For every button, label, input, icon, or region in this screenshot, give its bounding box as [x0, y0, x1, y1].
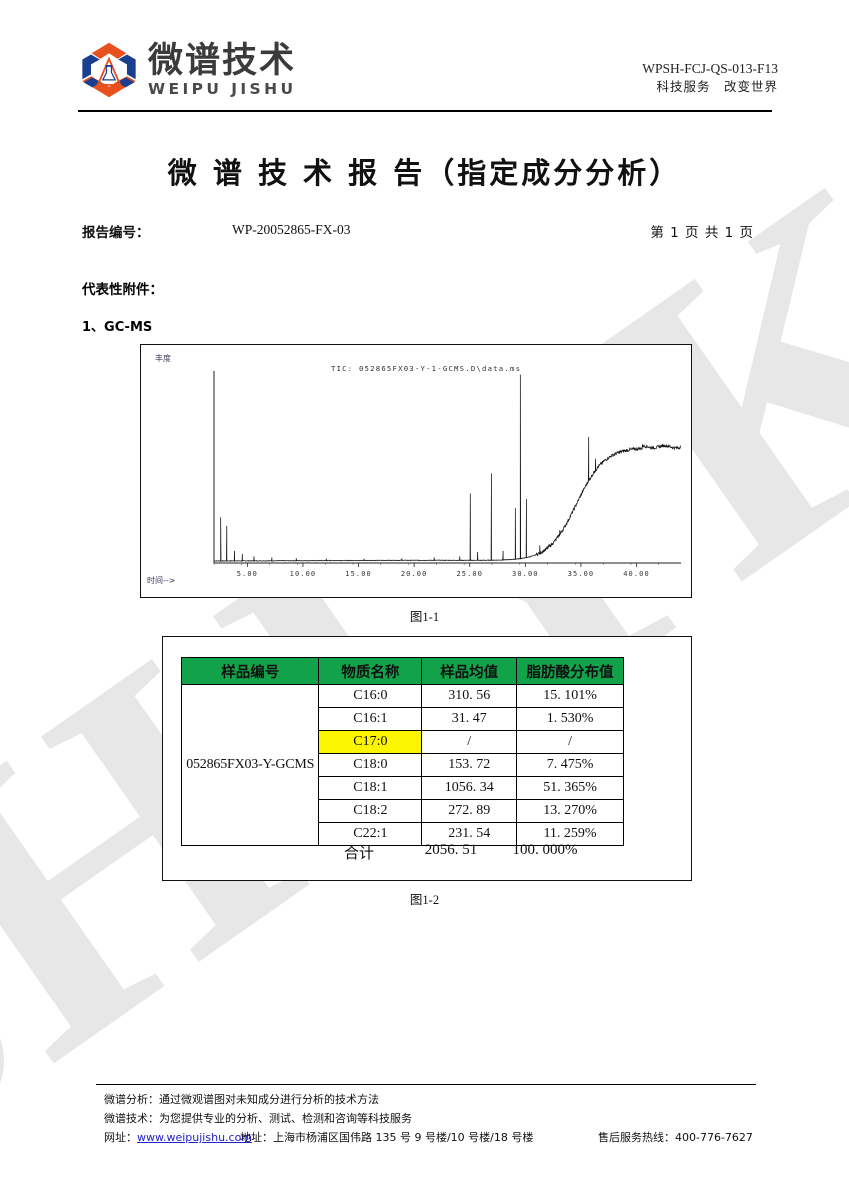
footer-address: 地址：上海市杨浦区国伟路 135 号 9 号楼/10 号楼/18 号楼: [240, 1131, 534, 1144]
cell-substance-name: C18:0: [318, 753, 423, 777]
cell-distribution: 13. 270%: [516, 799, 624, 823]
cell-distribution: 51. 365%: [516, 776, 624, 800]
cell-substance-name: C16:0: [318, 684, 423, 708]
table-row: C18:0 153. 72 7. 475%: [182, 753, 624, 777]
footer-contact-line: 网址：www.weipujishu.com 地址：上海市杨浦区国伟路 135 号…: [104, 1128, 764, 1147]
cell-substance-name: C18:2: [318, 799, 423, 823]
page-indicator: 第 1 页 共 1 页: [650, 225, 754, 241]
column-header-substance: 物质名称: [318, 657, 423, 685]
chromatogram-chart: 丰度 TIC: 052865FX03-Y-1-GCMS.D\data.ms 50…: [147, 353, 682, 585]
company-slogan: 科技服务 改变世界: [656, 79, 778, 94]
cell-sample-mean: 310. 56: [421, 684, 518, 708]
table-row: C22:1 231. 54 11. 259%: [182, 822, 624, 846]
y-axis-label: 丰度: [155, 353, 171, 363]
footer-url-label: 网址：: [104, 1131, 137, 1144]
svg-text:40.00: 40.00: [623, 570, 650, 578]
cell-sample-mean: 153. 72: [421, 753, 518, 777]
company-logo: 微谱技术 WEIPU JISHU: [78, 40, 296, 100]
figure-1-caption: 图1-1: [409, 610, 440, 624]
column-header-sample-id: 样品编号: [180, 657, 320, 685]
svg-text:35.00: 35.00: [568, 570, 595, 578]
report-number-label: 报告编号：: [82, 225, 150, 241]
table-row: C17:0//: [182, 730, 624, 754]
cell-distribution: 15. 101%: [516, 684, 624, 708]
svg-text:30.00: 30.00: [512, 570, 539, 578]
cell-distribution: /: [516, 730, 624, 754]
page-header: 微谱技术 WEIPU JISHU WPSH-FCJ-QS-013-F13 科技服…: [78, 38, 778, 110]
cell-sample-mean: 1056. 34: [421, 776, 518, 800]
cell-substance-name: C22:1: [318, 822, 423, 846]
logo-chinese-name: 微谱技术: [148, 41, 297, 81]
total-distribution-value: 100. 000%: [512, 842, 578, 858]
cell-sample-mean: 31. 47: [421, 707, 518, 731]
page-footer: 微谱分析：通过微观谱图对未知成分进行分析的技术方法 微谱技术：为您提供专业的分析…: [104, 1090, 764, 1147]
page-title: 微 谱 技 术 报 告（指定成分分析）: [167, 156, 682, 190]
footer-hotline: 售后服务热线：400-776-7627: [598, 1131, 753, 1144]
gcms-section-label: 1、GC-MS: [82, 320, 153, 335]
cell-substance-name: C17:0: [318, 730, 423, 754]
gcms-chromatogram-panel: 丰度 TIC: 052865FX03-Y-1-GCMS.D\data.ms 50…: [140, 344, 692, 598]
total-mean-value: 2056. 51: [424, 842, 478, 858]
sample-id-cell: 052865FX03-Y-GCMS: [180, 684, 320, 846]
svg-text:20.00: 20.00: [401, 570, 428, 578]
x-axis-label: 时间-->: [147, 575, 175, 585]
fatty-acid-table: 样品编号 物质名称 样品均值 脂肪酸分布值 052865FX03-Y-GCMS C…: [180, 657, 624, 846]
total-label: 合计: [343, 844, 374, 862]
footer-divider: [96, 1084, 756, 1085]
logo-english-name: WEIPU JISHU: [148, 80, 297, 98]
cell-distribution: 1. 530%: [516, 707, 624, 731]
figure-2-caption: 图1-2: [409, 893, 440, 907]
table-row: C18:2 272. 89 13. 270%: [182, 799, 624, 823]
fatty-acid-table-panel: 样品编号 物质名称 样品均值 脂肪酸分布值 052865FX03-Y-GCMS C…: [162, 636, 692, 881]
chart-title: TIC: 052865FX03-Y-1-GCMS.D\data.ms: [331, 364, 521, 373]
weipu-logo-icon: [82, 42, 136, 98]
header-right-block: WPSH-FCJ-QS-013-F13 科技服务 改变世界: [642, 60, 778, 96]
report-number-value: WP-20052865-FX-03: [232, 222, 351, 237]
cell-sample-mean: 272. 89: [421, 799, 518, 823]
table-row: C18:1 1056. 34 51. 365%: [182, 776, 624, 800]
table-total-row: 合计 2056. 51 100. 000%: [181, 842, 624, 863]
header-divider: [78, 110, 772, 112]
cell-substance-name: C16:1: [318, 707, 423, 731]
svg-text:25.00: 25.00: [456, 570, 483, 578]
x-axis-ticks: 5.00 10.00 15.00 20.00 25.00 30.00 35.00 40.00: [213, 563, 660, 578]
svg-text:10.00: 10.00: [290, 570, 317, 578]
svg-text:5.00: 5.00: [237, 570, 258, 578]
table-row: C16:1 31. 47 1. 530%: [182, 707, 624, 731]
report-meta-row: 报告编号： WP-20052865-FX-03 第 1 页 共 1 页: [82, 221, 754, 241]
footer-line-technology: 微谱技术：为您提供专业的分析、测试、检测和咨询等科技服务: [104, 1112, 412, 1125]
column-header-distribution: 脂肪酸分布值: [516, 657, 624, 685]
cell-sample-mean: 231. 54: [421, 822, 518, 846]
cell-substance-name: C18:1: [318, 776, 423, 800]
svg-text:15.00: 15.00: [345, 570, 372, 578]
column-header-mean: 样品均值: [421, 657, 518, 685]
cell-sample-mean: /: [421, 730, 518, 754]
chromatogram-trace: [213, 374, 682, 562]
attachment-section-label: 代表性附件：: [82, 282, 163, 298]
footer-line-analysis: 微谱分析：通过微观谱图对未知成分进行分析的技术方法: [104, 1093, 379, 1106]
company-website-link[interactable]: www.weipujishu.com: [137, 1131, 253, 1144]
document-code: WPSH-FCJ-QS-013-F13: [642, 61, 778, 76]
table-header-row: 样品编号 物质名称 样品均值 脂肪酸分布值: [180, 657, 624, 685]
table-row: 052865FX03-Y-GCMS C16:0 310. 56 15. 101%: [180, 684, 624, 846]
total-spacer: [181, 842, 311, 863]
cell-distribution: 7. 475%: [516, 753, 624, 777]
cell-distribution: 11. 259%: [516, 822, 624, 846]
